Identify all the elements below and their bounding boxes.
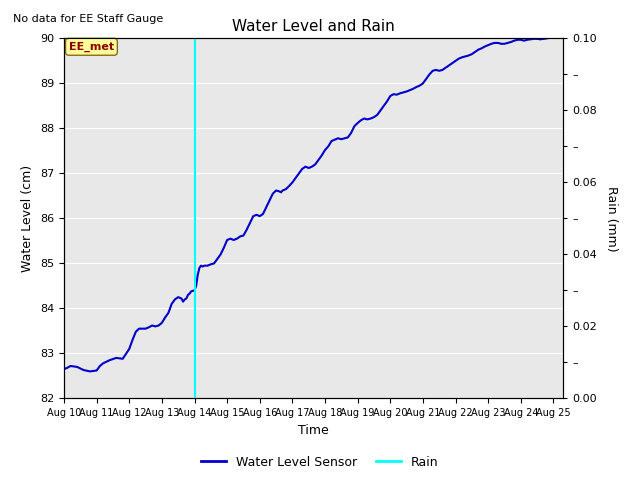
Title: Water Level and Rain: Water Level and Rain — [232, 20, 395, 35]
Y-axis label: Water Level (cm): Water Level (cm) — [22, 165, 35, 272]
Y-axis label: Rain (mm): Rain (mm) — [605, 186, 618, 251]
Text: EE_met: EE_met — [69, 42, 114, 52]
Text: No data for EE Staff Gauge: No data for EE Staff Gauge — [13, 14, 163, 24]
X-axis label: Time: Time — [298, 424, 329, 437]
Legend: Water Level Sensor, Rain: Water Level Sensor, Rain — [196, 451, 444, 474]
